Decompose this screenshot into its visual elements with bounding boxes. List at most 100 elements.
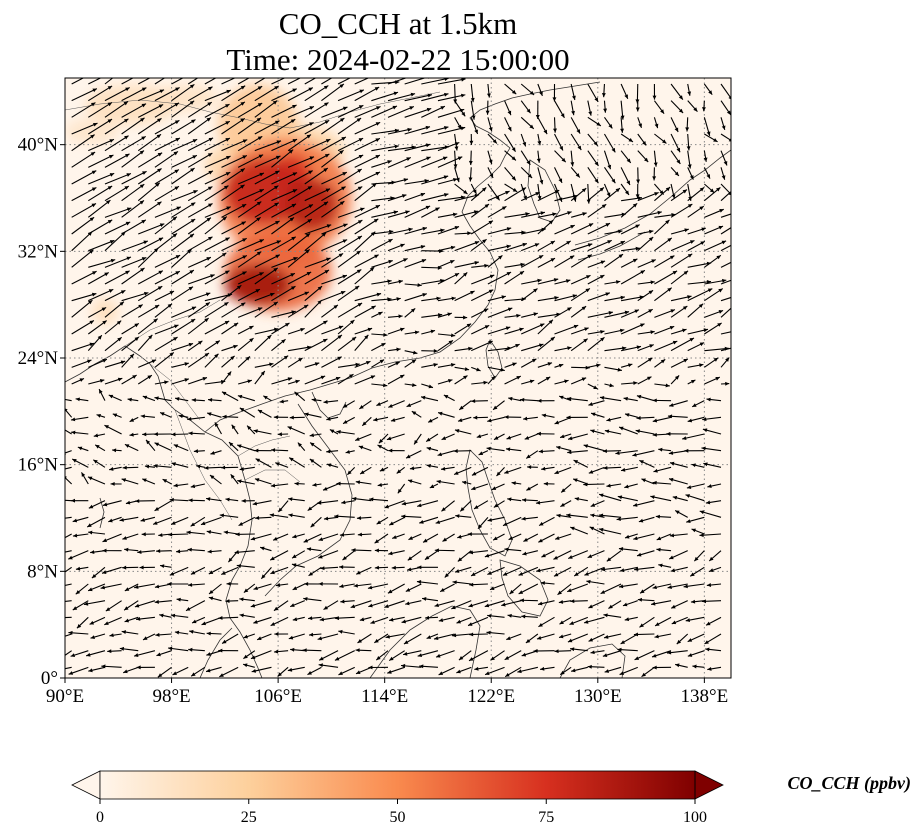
wind-arrow-shaft (404, 94, 433, 102)
wind-arrow-head (665, 187, 671, 192)
wind-arrow-head (70, 417, 76, 422)
wind-arrow-head (291, 563, 297, 568)
wind-arrow-head (68, 630, 73, 635)
wind-arrow-head (243, 663, 248, 668)
wind-arrow-shaft (271, 188, 298, 202)
wind-arrow-shaft (121, 135, 146, 152)
wind-arrow-head (225, 138, 230, 142)
wind-arrow-head (388, 551, 393, 556)
wind-arrow-head (326, 416, 331, 421)
wind-arrow-head (519, 327, 524, 332)
wind-arrow-head (620, 241, 625, 245)
wind-arrow-head (398, 314, 403, 319)
wind-arrow-head (554, 470, 559, 475)
wind-arrow-head (625, 413, 630, 417)
wind-arrow-head (79, 378, 84, 382)
wind-arrow-head (122, 465, 127, 470)
wind-arrow-head (224, 270, 230, 275)
wind-arrow-head (235, 532, 240, 537)
wind-arrow-shaft (354, 231, 376, 252)
wind-arrow-head (627, 363, 633, 368)
wind-arrow-head (721, 125, 726, 130)
wind-arrow-head (376, 72, 380, 76)
wind-arrow-head (449, 260, 455, 264)
wind-arrow-head (208, 596, 214, 601)
wind-arrow-shaft (71, 293, 97, 302)
wind-arrow-head (682, 436, 687, 441)
wind-arrow-head (387, 160, 392, 164)
wind-arrow-head (117, 377, 123, 382)
wind-arrow-head (91, 187, 97, 192)
wind-arrow-head (289, 457, 294, 462)
wind-arrow-shaft (204, 89, 232, 102)
wind-arrow-head (175, 397, 180, 401)
wind-arrow-head (227, 293, 233, 298)
wind-arrow-head (71, 430, 76, 435)
wind-arrow-head (547, 362, 553, 366)
wind-arrow-head (522, 498, 527, 503)
wind-arrow-head (278, 507, 283, 513)
wind-arrow-head (460, 93, 466, 98)
wind-arrow-shaft (487, 307, 513, 318)
wind-arrow-head (462, 272, 468, 277)
wind-arrow-head (463, 375, 468, 380)
wind-arrow-head (689, 338, 694, 342)
wind-arrow-head (596, 363, 601, 368)
wind-arrow-head (450, 245, 456, 250)
wind-arrow-head (507, 110, 512, 116)
wind-arrow-head (620, 640, 626, 644)
wind-arrow-head (636, 394, 642, 399)
wind-arrow-head (160, 564, 165, 569)
wind-arrow-head (214, 422, 219, 427)
wind-arrow-shaft (138, 89, 165, 102)
wind-arrow-shaft (271, 118, 296, 135)
wind-arrow-head (255, 458, 261, 463)
wind-arrow-shaft (171, 78, 184, 85)
wind-arrow-head (553, 278, 559, 282)
x-tick-label: 98°E (152, 686, 190, 707)
wind-arrow-head (168, 646, 173, 651)
wind-arrow-head (434, 548, 439, 553)
wind-arrow-head (81, 472, 86, 477)
wind-arrow-head (56, 600, 60, 604)
wind-arrow-shaft (321, 274, 348, 285)
wind-arrow-shaft (204, 252, 227, 268)
wind-arrow-head (593, 385, 598, 390)
wind-arrow-head (706, 397, 711, 402)
wind-arrow-head (288, 635, 294, 640)
wind-arrow-shaft (71, 270, 97, 285)
wind-arrow-head (505, 672, 510, 677)
wind-arrow-head (218, 616, 223, 620)
wind-arrow-head (153, 521, 158, 525)
wind-arrow-head (566, 241, 571, 245)
wind-arrow-head (567, 307, 572, 312)
wind-arrow-head (634, 567, 639, 572)
wind-arrow-head (134, 336, 139, 341)
colorbar: 0 25 50 75 100 CO_CCH (ppbv) (71, 770, 911, 826)
wind-arrow-head (134, 653, 139, 657)
wind-arrow-head (599, 275, 605, 279)
wind-arrow-head (90, 550, 95, 555)
wind-arrow-head (617, 495, 623, 500)
wind-arrow-head (127, 397, 132, 402)
wind-arrow-head (656, 547, 661, 552)
wind-arrow-head (102, 502, 108, 507)
wind-arrow-head (270, 556, 275, 561)
wind-arrow-head (107, 219, 113, 224)
wind-arrow-head (292, 105, 297, 109)
wind-arrow-head (706, 583, 712, 587)
wind-arrow-head (588, 470, 594, 474)
wind-arrow-head (207, 412, 212, 417)
wind-arrow-head (416, 580, 422, 584)
wind-arrow-head (377, 445, 383, 449)
wind-arrow-shaft (421, 156, 448, 168)
wind-arrow-head (483, 308, 489, 313)
wind-arrow-head (174, 120, 180, 125)
wind-arrow-head (356, 516, 362, 520)
wind-arrow-head (259, 239, 264, 243)
wind-arrow-head (357, 302, 363, 307)
wind-arrow-head (454, 471, 459, 475)
wind-arrow-head (526, 454, 531, 459)
wind-arrow-shaft (154, 254, 181, 268)
wind-arrow-head (225, 70, 229, 74)
